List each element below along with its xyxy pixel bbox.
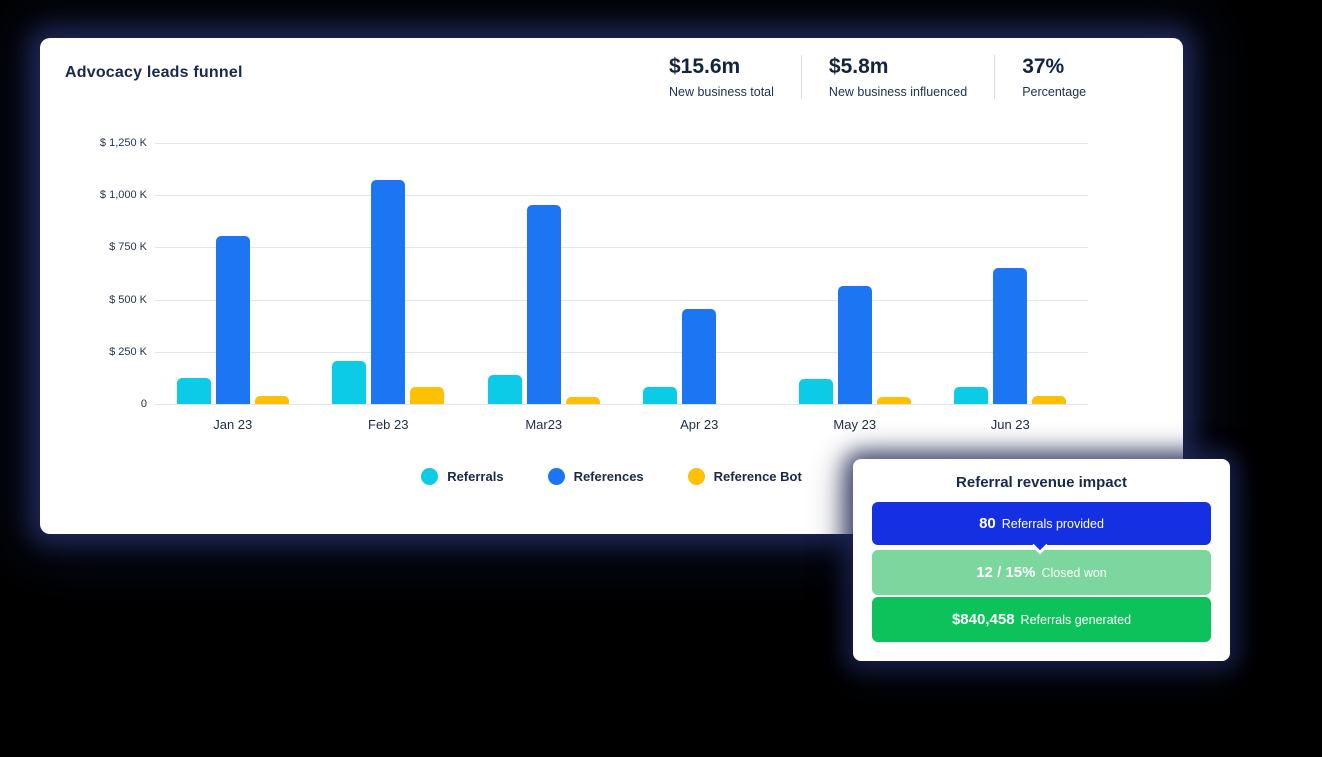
stat-divider <box>800 55 802 100</box>
funnel-step-label: Referrals generated <box>1020 612 1132 627</box>
bar-group-jun-23 <box>954 143 1067 404</box>
page-title: Advocacy leads funnel <box>65 64 243 81</box>
gridline <box>155 247 1088 249</box>
legend-dot-references-icon <box>547 468 565 485</box>
bar-group-apr-23 <box>643 143 755 404</box>
x-axis-labels: Jan 23 Feb 23 Mar23 Apr 23 May 23 Jun 23 <box>155 417 1088 432</box>
legend-item-reference-bot[interactable]: Reference Bot <box>687 468 802 485</box>
y-axis-tick-label: $ 1,000 K <box>99 189 147 202</box>
bar-references-mar23[interactable] <box>526 205 561 404</box>
bar-group-mar23 <box>487 143 600 404</box>
stat-value: 37% <box>1022 55 1065 78</box>
stat-value: $15.6m <box>669 55 741 78</box>
bar-references-jun-23[interactable] <box>993 268 1028 404</box>
y-axis-tick-label: $ 250 K <box>109 345 147 358</box>
bar-referrals-feb-23[interactable] <box>332 361 367 404</box>
funnel-step-value: $840,458 <box>951 611 1015 628</box>
y-axis-tick-label: $ 500 K <box>109 293 147 306</box>
bar-referrals-may-23[interactable] <box>798 379 833 404</box>
gridline <box>155 143 1088 144</box>
chart-legend: Referrals References Reference Bot <box>40 468 1183 485</box>
legend-dot-reference-bot-icon <box>687 468 705 485</box>
gridline <box>155 404 1088 405</box>
x-axis-label-mar23: Mar23 <box>525 417 563 432</box>
funnel-step-value: 80 <box>979 515 996 532</box>
x-axis-label-apr-23: Apr 23 <box>680 417 719 432</box>
funnel-step-closed-won: 12 / 15% Closed won <box>872 550 1211 595</box>
bar-references-may-23[interactable] <box>837 286 872 404</box>
bar-references-apr-23[interactable] <box>682 309 717 404</box>
funnel-step-label: Referrals provided <box>1001 516 1104 531</box>
x-axis-label-may-23: May 23 <box>833 417 877 432</box>
stat-label: Percentage <box>1022 85 1087 100</box>
stat-percentage: 37% Percentage <box>1022 55 1086 99</box>
bar-series <box>155 143 1088 404</box>
funnel-step-referrals-generated: $840,458 Referrals generated <box>872 597 1211 642</box>
referral-revenue-impact-card: Referral revenue impact 80 Referrals prov… <box>853 459 1230 661</box>
x-axis-label-jun-23: Jun 23 <box>990 417 1030 432</box>
bar-referrals-mar23[interactable] <box>487 375 522 404</box>
stats-row: $15.6m New business total $5.8m New busines… <box>669 55 1086 100</box>
referral-funnel: 80 Referrals provided 12 / 15% Closed won $8… <box>872 502 1211 642</box>
gridline <box>155 351 1088 353</box>
legend-label: Referrals <box>447 469 504 484</box>
bar-references-feb-23[interactable] <box>371 180 406 404</box>
legend-label: Reference Bot <box>713 469 802 484</box>
stat-value: $5.8m <box>828 55 889 78</box>
bar-reference-bot-jun-23[interactable] <box>1032 396 1067 404</box>
y-axis-tick-label: 0 <box>140 398 147 410</box>
funnel-step-label: Closed won <box>1041 565 1107 580</box>
funnel-step-referrals-provided: 80 Referrals provided <box>872 502 1211 555</box>
legend-dot-referrals-icon <box>421 468 439 485</box>
bar-referrals-apr-23[interactable] <box>643 387 678 404</box>
funnel-step-value: 12 / 15% <box>976 564 1036 581</box>
x-axis-label-feb-23: Feb 23 <box>368 417 409 432</box>
gridline <box>155 195 1088 197</box>
bar-group-jan-23 <box>176 143 289 404</box>
bar-references-jan-23[interactable] <box>215 236 250 404</box>
bar-reference-bot-may-23[interactable] <box>876 397 911 404</box>
x-axis-label-jan-23: Jan 23 <box>213 417 253 432</box>
y-axis-tick-label: $ 1,250 K <box>99 137 147 149</box>
stat-new-business-influenced: $5.8m New business influenced <box>829 55 967 99</box>
impact-card-title: Referral revenue impact <box>956 474 1127 491</box>
bar-reference-bot-jan-23[interactable] <box>254 396 289 404</box>
stat-divider <box>994 55 996 100</box>
legend-label: References <box>573 469 644 484</box>
bar-referrals-jun-23[interactable] <box>954 387 989 404</box>
y-axis-tick-label: $ 750 K <box>109 241 147 254</box>
gridline <box>155 299 1088 301</box>
bar-reference-bot-mar23[interactable] <box>565 397 600 404</box>
advocacy-leads-funnel-card: Advocacy leads funnel $15.6m New business… <box>40 38 1183 534</box>
bar-referrals-jan-23[interactable] <box>176 378 211 404</box>
stat-label: New business total <box>669 85 774 100</box>
stat-label: New business influenced <box>828 85 968 100</box>
stat-new-business-total: $15.6m New business total <box>669 55 774 99</box>
bar-chart-plot-area: $ 1,250 K $ 1,000 K $ 750 K $ 500 K $ 250 K 0 <box>100 137 1088 410</box>
legend-item-references[interactable]: References <box>547 468 644 485</box>
bar-group-feb-23 <box>332 143 445 404</box>
bar-group-may-23 <box>798 143 911 404</box>
bar-reference-bot-feb-23[interactable] <box>410 387 445 404</box>
legend-item-referrals[interactable]: Referrals <box>421 468 504 485</box>
